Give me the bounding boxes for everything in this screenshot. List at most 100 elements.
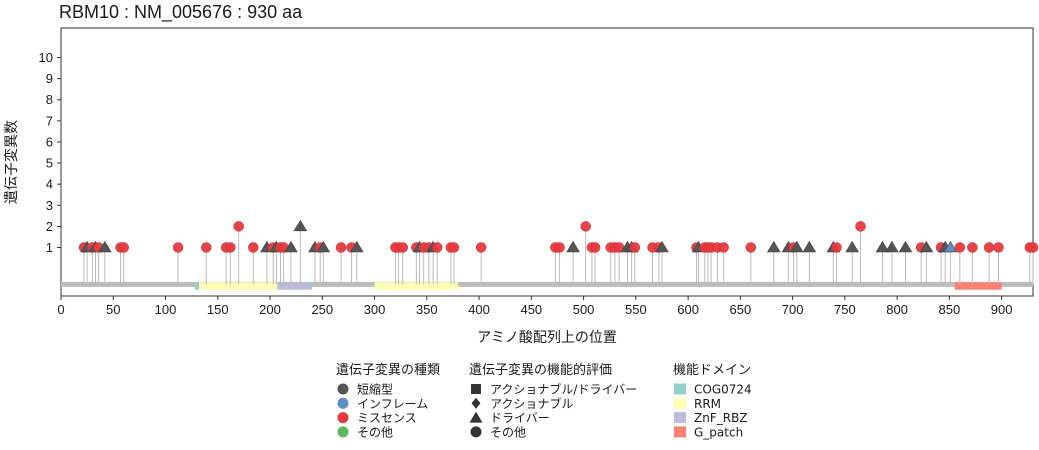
legend-marker-circle [337,397,349,409]
domain-layer [61,281,1033,290]
y-tick-label: 9 [46,71,53,86]
y-axis-label: 遺伝子変異数 [3,120,20,204]
mutation-triangle [316,240,331,253]
mutation-point [432,242,443,253]
mutation-point [475,242,487,253]
legend-marker-domain [674,397,686,409]
mutation-point [233,221,244,232]
x-tick-label: 0 [57,302,64,317]
legend-item-label: G_patch [694,425,743,439]
mutation-point [983,242,995,253]
mutation-point [855,221,866,232]
mutation-point [831,242,842,253]
mutation-triangle [655,240,669,253]
mutation-point [1027,242,1039,253]
domain-rrm [198,282,278,290]
x-axis-label: アミノ酸配列上の位置 [477,330,617,346]
mutation-triangle [919,240,934,253]
mark-layer [78,219,1039,253]
legend-title: 機能ドメイン [673,363,751,378]
mutation-point [967,242,978,253]
mutation-point [745,242,757,253]
legend-item-label: その他 [490,425,526,439]
mutation-point [954,242,966,253]
x-tick-label: 50 [106,302,120,317]
y-tick-label: 10 [39,50,53,65]
x-tick-label: 500 [573,302,595,317]
mutation-triangle [98,240,112,253]
domain-rrm [374,282,459,290]
legend-marker-domain [674,383,686,395]
legend-item-label: COG0724 [694,383,752,397]
stem-layer [83,226,1034,285]
mutation-point [448,242,460,253]
x-axis-ticks: 0 50 100 150 200 250 300 350 400 450 500 550 600 650 7… [57,296,1012,317]
x-tick-label: 350 [416,302,438,317]
legend-marker-domain [674,426,686,438]
y-tick-label: 2 [46,219,53,234]
domain-znf-rbz [278,282,310,290]
x-tick-label: 900 [991,302,1013,317]
mutation-point [172,242,184,253]
legend-item-label: ミスセンス [357,411,417,425]
mutation-triangle [845,240,860,253]
x-tick-label: 400 [468,302,490,317]
legend-item-label: インフレーム [357,397,428,411]
x-tick-label: 200 [259,302,281,317]
legend-item-label: アクショナブル/ドライバー [490,382,637,397]
y-tick-label: 8 [46,92,53,107]
mutation-triangle [943,240,958,253]
mutation-triangle [875,240,890,253]
domain-g-patch [954,282,1002,290]
mutation-point [580,221,591,232]
mutation-triangle [898,240,913,253]
legend-item-label: 短縮型 [357,382,393,397]
mutation-point [335,242,347,253]
mutation-triangle [802,240,817,253]
mutation-triangle [885,240,899,253]
chart-title: RBM10 : NM_005676 : 930 aa [59,2,303,23]
x-tick-label: 750 [834,302,856,317]
mutation-point [118,242,129,253]
mutation-point [554,242,565,253]
x-tick-label: 800 [886,302,908,317]
mutation-point [201,242,212,253]
y-tick-label: 6 [46,134,53,149]
y-tick-label: 1 [46,240,53,255]
mutation-triangle [293,219,308,232]
legend-marker-circle [470,426,482,438]
mutation-triangle [766,240,781,253]
legend-item-label: その他 [357,425,393,439]
legend-item-label: RRM [694,397,721,411]
x-tick-label: 600 [677,302,699,317]
y-tick-label: 7 [46,113,53,128]
x-tick-label: 450 [520,302,542,317]
legend-item-label: アクショナブル [490,396,573,411]
legend-title: 遺伝子変異の機能的評価 [469,362,612,378]
x-tick-label: 150 [207,302,229,317]
mutation-point [629,242,641,253]
mutation-point [248,242,259,253]
mutation-point [718,242,729,253]
legend-marker-circle [337,383,349,395]
plot-frame [60,27,1034,297]
legend-marker-circle [337,426,349,438]
mutation-point [993,242,1004,253]
legend-marker-domain [674,412,686,424]
mutation-triangle [349,240,364,253]
mutation-triangle [789,240,804,253]
x-tick-label: 250 [311,302,333,317]
y-tick-label: 3 [46,198,53,213]
x-tick-label: 650 [730,302,752,317]
protein-backbone [61,281,1033,287]
y-tick-label: 4 [46,177,53,192]
x-tick-label: 550 [625,302,647,317]
legend-marker-triangle [469,411,483,423]
y-tick-label: 5 [46,156,53,171]
mutation-point [397,242,409,253]
y-axis-ticks: 1 2 3 4 5 6 7 8 9 10 [39,50,61,255]
legend-marker-diamond [471,397,481,409]
x-tick-label: 700 [782,302,804,317]
